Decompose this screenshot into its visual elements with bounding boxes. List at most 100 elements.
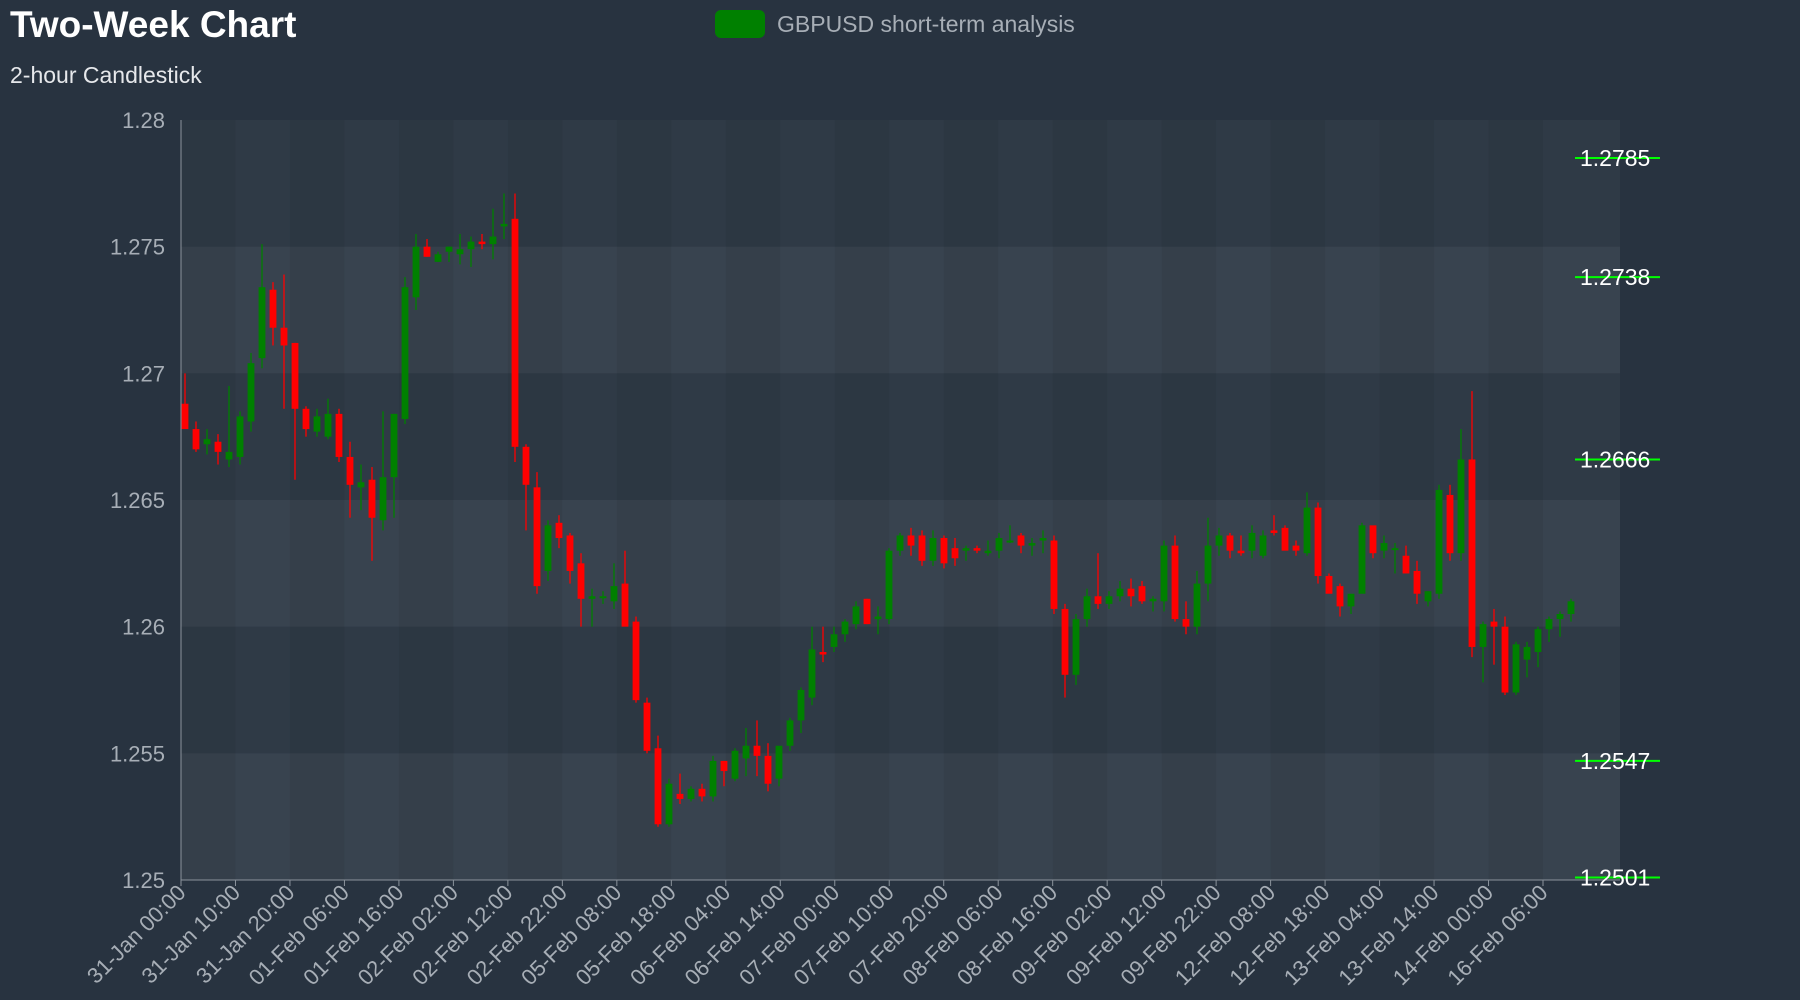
price-level-label: 1.2547 <box>1580 748 1650 774</box>
candle <box>225 386 233 468</box>
candle-body <box>335 413 343 457</box>
candle-body <box>1479 624 1487 647</box>
candle <box>819 626 827 663</box>
candle <box>599 591 607 604</box>
candle-body <box>709 760 717 797</box>
candle <box>643 697 651 754</box>
candle <box>412 234 420 310</box>
candle-body <box>808 649 816 698</box>
candle <box>830 626 838 652</box>
candle <box>1182 601 1190 635</box>
candle <box>1083 588 1091 627</box>
candle <box>907 527 915 556</box>
candle-body <box>731 750 739 779</box>
candle <box>313 408 321 437</box>
candle <box>1050 535 1058 614</box>
candle <box>1358 522 1366 594</box>
candle <box>1424 591 1432 607</box>
candle-body <box>1083 596 1091 620</box>
candle-body <box>1237 550 1245 554</box>
candle-body <box>1292 545 1300 551</box>
candle <box>1567 598 1575 622</box>
candle <box>346 441 354 518</box>
candle-body <box>830 634 838 647</box>
y-band <box>181 246 1620 374</box>
x-band <box>1488 120 1543 880</box>
candle <box>720 760 728 787</box>
candle-body <box>1534 629 1542 652</box>
candle <box>1138 581 1146 604</box>
candle-body <box>621 583 629 627</box>
candle-body <box>1149 598 1157 602</box>
chart-legend[interactable]: GBPUSD short-term analysis <box>715 10 1075 38</box>
candle-body <box>544 525 552 571</box>
candle-body <box>676 793 684 799</box>
candle-body <box>1424 591 1432 602</box>
y-tick-label: 1.275 <box>110 235 165 260</box>
candle-body <box>1347 593 1355 607</box>
candle <box>555 515 563 549</box>
candle-body <box>742 745 750 759</box>
candle <box>1468 391 1476 658</box>
candle-body <box>522 446 530 485</box>
price-level-label: 1.2738 <box>1580 264 1650 290</box>
candle <box>247 353 255 432</box>
candle-body <box>401 287 409 419</box>
candle-body <box>357 482 365 488</box>
candle <box>1292 540 1300 556</box>
candle-body <box>1545 619 1553 630</box>
y-tick-label: 1.26 <box>122 615 165 640</box>
candle-body <box>973 548 981 551</box>
candle <box>1391 543 1399 574</box>
candle <box>995 532 1003 559</box>
y-tick-label: 1.265 <box>110 488 165 513</box>
candle <box>1523 641 1531 678</box>
candle-body <box>720 760 728 772</box>
candle <box>533 472 541 594</box>
candle <box>1270 515 1278 536</box>
candle-body <box>181 403 189 430</box>
candle <box>181 373 189 430</box>
candle-body <box>258 287 266 359</box>
candle <box>1149 596 1157 612</box>
chart-title: Two-Week Chart <box>10 4 297 45</box>
candle-body <box>203 439 211 445</box>
candle <box>1314 502 1322 584</box>
price-level: 1.2666 <box>1575 446 1660 472</box>
candle <box>1457 429 1465 561</box>
candle <box>1094 553 1102 609</box>
candle <box>577 553 585 627</box>
candle <box>1226 532 1234 559</box>
candle <box>1556 611 1564 637</box>
candle <box>511 193 519 462</box>
candle-body <box>907 535 915 546</box>
price-level: 1.2547 <box>1575 748 1660 774</box>
candle <box>368 467 376 561</box>
candle-body <box>610 586 618 602</box>
candle-body <box>1325 576 1333 594</box>
candle <box>335 408 343 462</box>
candle <box>1534 626 1542 668</box>
candle <box>962 545 970 561</box>
candle-body <box>940 538 948 564</box>
candle <box>1028 538 1036 556</box>
candle-body <box>929 538 937 561</box>
candle-body <box>588 596 596 599</box>
candle-body <box>1512 644 1520 693</box>
candle-body <box>1446 494 1454 554</box>
candle-body <box>654 748 662 825</box>
candle <box>1072 614 1080 685</box>
candle <box>544 520 552 582</box>
candle-body <box>302 408 310 430</box>
candle <box>797 687 805 734</box>
y-band <box>181 753 1620 880</box>
candle-body <box>632 621 640 701</box>
candle <box>753 720 761 777</box>
candle <box>214 434 222 465</box>
candle <box>1490 608 1498 665</box>
candle <box>951 538 959 566</box>
candle-body <box>775 745 783 779</box>
chart-subtitle: 2-hour Candlestick <box>10 62 202 88</box>
x-band <box>1270 120 1326 880</box>
candle-body <box>368 479 376 518</box>
